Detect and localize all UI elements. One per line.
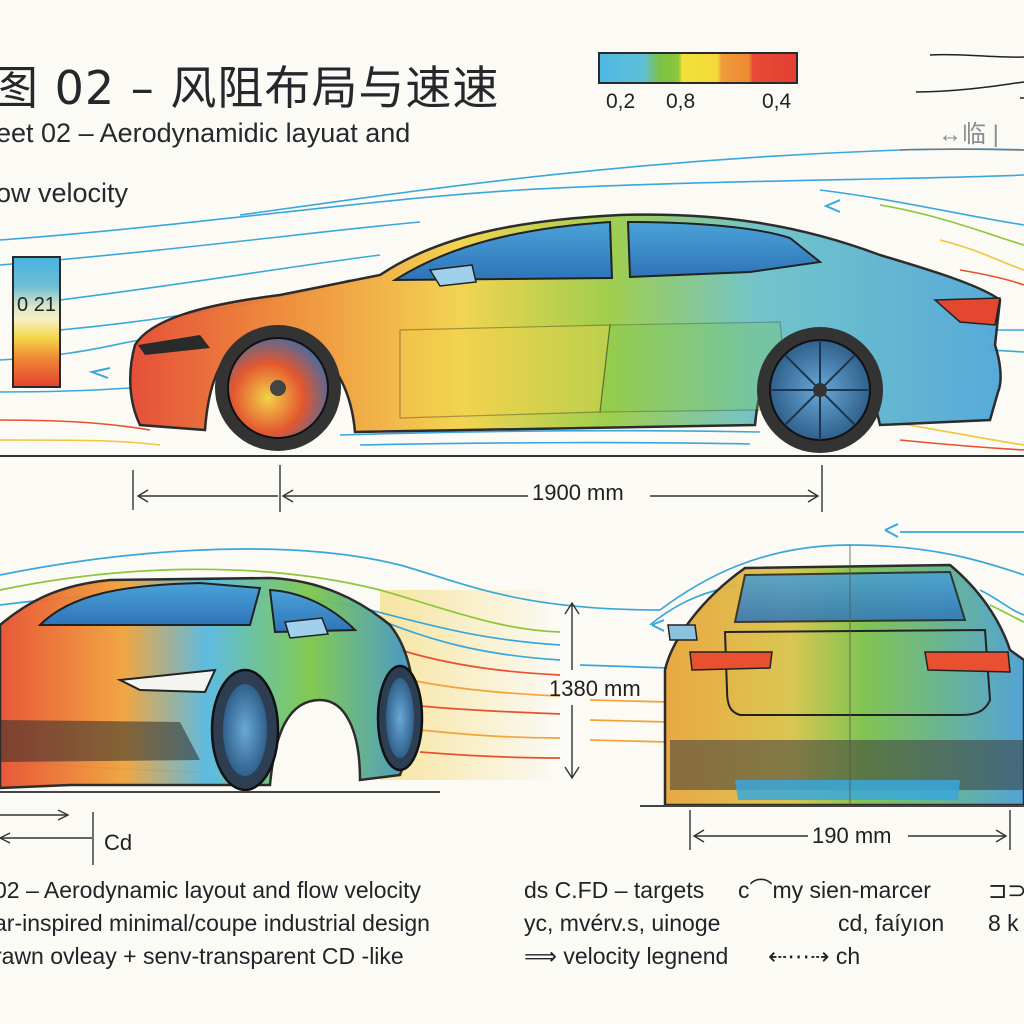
legend-label: 0,4 [762,90,792,113]
note-line: c⌒my sien-marcer [738,877,931,903]
velocity-color-legend [598,52,798,84]
height-dimension-line [564,601,580,780]
length-dimension-label: 1900 mm [528,480,628,506]
notes-far-right: ⊐⊃ 8 k [988,874,1024,940]
note-line: cd, faíyıon [838,910,945,936]
front-three-quarter-car [0,576,440,793]
flow-arrow-icon [823,199,841,213]
width-dimension-label: 190 mm [808,823,896,849]
rear-view-car [640,545,1024,807]
cd-dimension-line [0,809,94,865]
note-line: ⟹ velocity legnend [524,943,729,969]
width-dimension-line [689,810,1011,850]
page-subtitle-line-2: ow velocity [0,178,129,208]
notes-left: 02 – Aerodynamic layout and flow velocit… [0,874,430,973]
note-line: yc, mvérv.s, uinoge [524,910,721,936]
note-line: 8 k [988,910,1019,936]
scale-marker: ↔临 | [938,121,999,148]
cd-label: Cd [104,830,133,855]
note-line: ⊐⊃ [988,877,1024,903]
note-line: 02 – Aerodynamic layout and flow velocit… [0,877,422,903]
note-line: rawn ovleay + senv-transparent CD -like [0,943,404,969]
pressure-color-legend [12,256,61,388]
note-line: ds C.FD – targets [524,877,705,903]
height-dimension-label: 1380 mm [549,676,641,701]
notes-middle: ds C.FD – targets yc, mvérv.s, uinoge ⟹ … [524,874,728,973]
legend-label: 0,8 [666,90,696,113]
length-dimension-line [132,465,823,512]
note-line: ⇠⋯⇢ ch [768,943,861,969]
flow-arrow-icon [88,367,111,379]
sketch-marks [899,53,1024,151]
legend-label: 0,2 [606,90,636,113]
pressure-legend-label: 0 21 [17,294,56,316]
note-line: ar-inspired minimal/coupe industrial des… [0,910,430,936]
page-subtitle-line-1: eet 02 – Aerodynamidic layuat and [0,118,411,148]
side-view-car [0,213,1024,457]
page-title: 图 02 – 风阻布局与速速 [0,61,500,115]
notes-middle-right: c⌒my sien-marcer cd, faíyıon ⇠⋯⇢ ch [738,874,944,973]
